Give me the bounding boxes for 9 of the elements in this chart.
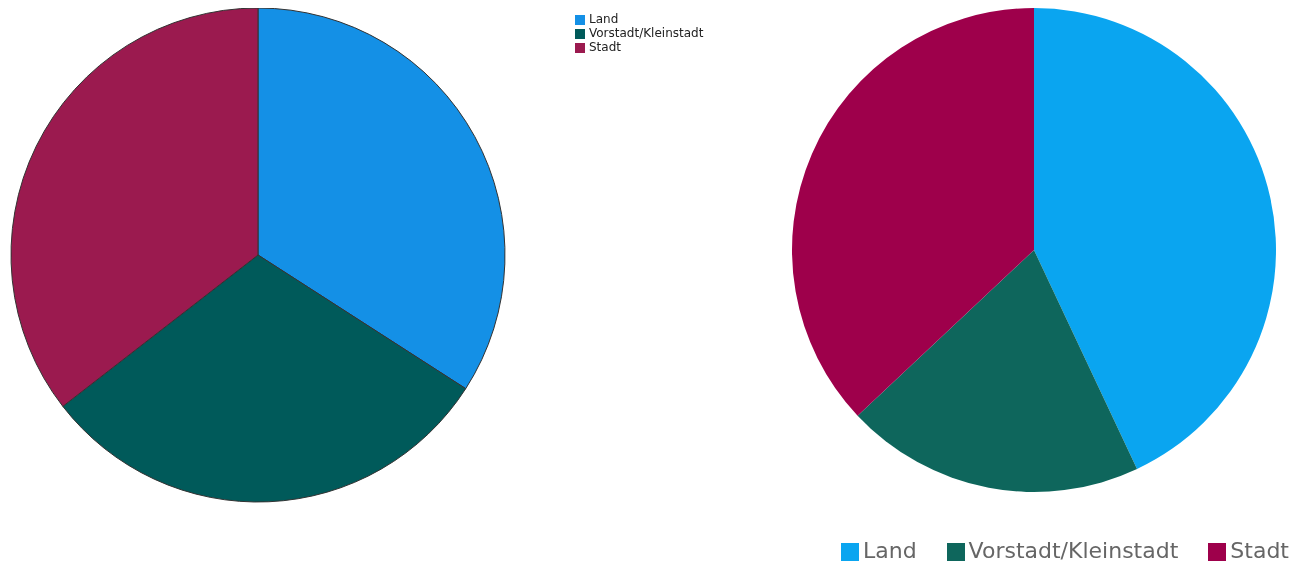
legend-label: Stadt <box>589 40 621 54</box>
legend-label: Vorstadt/Kleinstadt <box>589 26 704 40</box>
legend-label: Vorstadt/Kleinstadt <box>968 538 1179 563</box>
pie-slice <box>1034 8 1276 469</box>
pie-slice <box>792 8 1034 416</box>
legend-label: Land <box>589 12 619 26</box>
pie-slice <box>857 250 1138 492</box>
legend-label: Land <box>862 538 917 563</box>
legend-label: Stadt <box>1230 538 1289 563</box>
